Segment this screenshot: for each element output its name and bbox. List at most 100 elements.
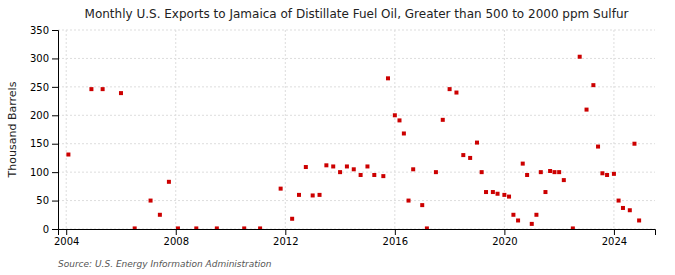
point <box>557 170 561 174</box>
point <box>562 178 566 182</box>
chart: 2004 2008 2012 2016 2020 2024 0 50 100 150 200 250 3… <box>0 0 675 275</box>
point <box>605 173 609 177</box>
point <box>290 217 294 221</box>
y-grid-line <box>58 143 655 144</box>
y-tick-mark <box>52 172 58 173</box>
points <box>66 55 641 229</box>
x-tick-label: 2020 <box>492 236 517 247</box>
point <box>632 142 636 146</box>
point <box>279 187 283 191</box>
x-axis: 2004 2008 2012 2016 2020 2024 <box>54 229 656 247</box>
point <box>591 83 595 87</box>
x-tick-mark <box>285 229 286 235</box>
y-tick-label: 200 <box>30 110 49 121</box>
point <box>441 118 445 122</box>
point <box>411 167 415 171</box>
point <box>402 131 406 135</box>
y-grid-line <box>58 30 655 31</box>
point <box>552 170 556 174</box>
y-axis: 0 50 100 150 200 250 300 350 <box>30 25 59 235</box>
point <box>101 87 105 91</box>
point <box>461 153 465 157</box>
point <box>381 174 385 178</box>
point <box>258 226 262 229</box>
x-tick-mark <box>66 229 67 235</box>
point <box>345 164 349 168</box>
point <box>448 87 452 91</box>
point <box>491 190 495 194</box>
point <box>525 173 529 177</box>
point <box>511 213 515 217</box>
x-grid-line <box>613 30 614 229</box>
y-grid-line <box>58 172 655 173</box>
y-tick: 100 <box>30 167 58 178</box>
point <box>352 167 356 171</box>
x-grid-line <box>394 30 395 229</box>
y-axis-title: Thousand Barrels <box>6 81 19 178</box>
point <box>621 206 625 210</box>
point <box>534 213 538 217</box>
point <box>617 199 621 203</box>
point <box>176 226 180 229</box>
point <box>585 108 589 112</box>
point <box>311 193 315 197</box>
x-tick-label: 2012 <box>273 236 298 247</box>
point <box>434 170 438 174</box>
x-tick-mark <box>614 229 615 235</box>
y-tick: 50 <box>36 195 58 206</box>
x-tick: 2012 <box>273 229 298 247</box>
y-tick-mark <box>52 201 58 202</box>
x-grid-line <box>66 30 67 229</box>
point <box>338 170 342 174</box>
x-tick-mark <box>176 229 177 235</box>
point <box>454 91 458 95</box>
point <box>539 170 543 174</box>
x-tick: 2008 <box>164 229 189 247</box>
point <box>215 226 219 229</box>
y-tick-mark <box>52 144 58 145</box>
y-tick-label: 0 <box>43 224 49 235</box>
y-tick: 0 <box>43 224 58 235</box>
x-grid-line <box>285 30 286 229</box>
point <box>89 87 93 91</box>
point <box>119 91 123 95</box>
point <box>397 118 401 122</box>
point <box>628 208 632 212</box>
source-note: Source: U.S. Energy Information Administ… <box>58 259 272 269</box>
y-tick-label: 250 <box>30 82 49 93</box>
y-tick-mark <box>52 30 58 31</box>
point <box>516 218 520 222</box>
point <box>571 226 575 229</box>
point <box>393 113 397 117</box>
y-tick-mark <box>52 58 58 59</box>
point <box>331 164 335 168</box>
y-grid-line <box>58 115 655 116</box>
x-tick: 2024 <box>602 229 627 247</box>
point <box>425 226 429 229</box>
point <box>530 222 534 226</box>
y-tick: 150 <box>30 138 58 149</box>
y-tick-label: 300 <box>30 53 49 64</box>
y-axis-line <box>52 31 59 230</box>
point <box>484 190 488 194</box>
x-tick-label: 2016 <box>383 236 408 247</box>
x-grid-line <box>504 30 505 229</box>
point <box>318 193 322 197</box>
y-tick: 300 <box>30 53 58 64</box>
x-tick: 2004 <box>54 229 79 247</box>
grid <box>58 30 655 229</box>
x-tick-label: 2004 <box>54 236 79 247</box>
point <box>133 226 137 229</box>
point <box>66 153 70 157</box>
y-grid-line <box>58 200 655 201</box>
y-tick-label: 350 <box>30 25 49 36</box>
plot-area: 2004 2008 2012 2016 2020 2024 0 50 100 150 200 250 3… <box>30 25 656 247</box>
x-tick-label: 2024 <box>602 236 627 247</box>
point <box>297 193 301 197</box>
point <box>600 171 604 175</box>
y-tick: 350 <box>30 25 58 36</box>
point <box>359 173 363 177</box>
point <box>149 199 153 203</box>
y-tick-label: 50 <box>36 195 49 206</box>
point <box>468 156 472 160</box>
